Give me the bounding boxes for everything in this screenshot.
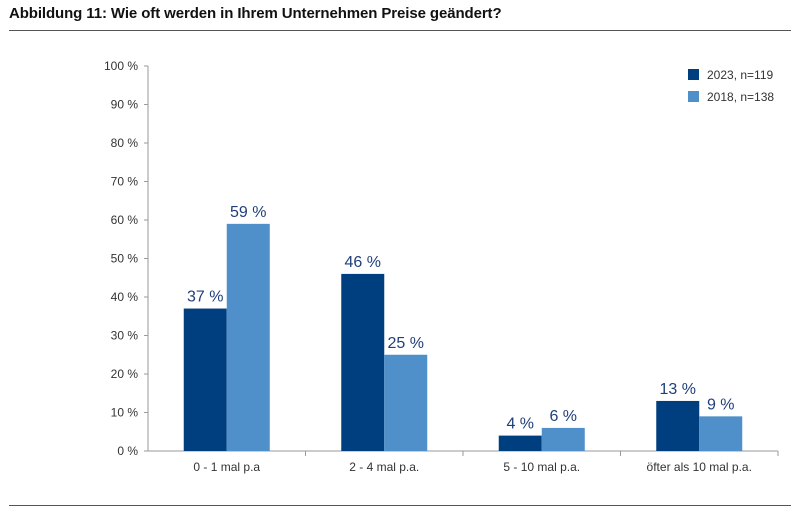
data-label: 37 %: [187, 289, 223, 306]
bottom-rule: [9, 505, 791, 506]
legend-label: 2023, n=119: [707, 68, 774, 82]
data-label: 46 %: [345, 254, 381, 271]
y-tick-label: 40 %: [111, 290, 139, 304]
bar: [384, 354, 428, 451]
bars: [183, 223, 743, 451]
legend-swatch: [688, 91, 699, 102]
data-label: 6 %: [549, 408, 577, 425]
bar: [498, 435, 542, 451]
data-label: 59 %: [230, 204, 266, 221]
category-label: öfter als 10 mal p.a.: [647, 460, 752, 474]
legend: 2023, n=119 2018, n=138: [688, 68, 774, 104]
bar: [226, 223, 270, 451]
y-tick-label: 0 %: [117, 444, 138, 458]
y-tick-label: 70 %: [111, 175, 139, 189]
bar: [656, 400, 700, 451]
y-tick-label: 20 %: [111, 367, 139, 381]
x-axis-categories: 0 - 1 mal p.a 2 - 4 mal p.a. 5 - 10 mal p.…: [193, 460, 752, 474]
data-label: 9 %: [707, 396, 735, 413]
y-tick-label: 100 %: [104, 59, 138, 73]
bar: [699, 416, 743, 451]
y-tick-label: 50 %: [111, 252, 139, 266]
category-label: 2 - 4 mal p.a.: [349, 460, 419, 474]
y-tick-label: 30 %: [111, 329, 139, 343]
legend-label: 2018, n=138: [707, 90, 774, 104]
bar: [183, 308, 227, 451]
y-tick-label: 60 %: [111, 213, 139, 227]
top-rule: [9, 30, 791, 31]
data-label: 4 %: [506, 416, 534, 433]
data-label: 13 %: [660, 381, 696, 398]
y-tick-label: 80 %: [111, 136, 139, 150]
bar: [341, 273, 385, 451]
bar: [541, 427, 585, 451]
legend-swatch: [688, 69, 699, 80]
y-tick-label: 10 %: [111, 406, 139, 420]
category-label: 5 - 10 mal p.a.: [503, 460, 580, 474]
category-label: 0 - 1 mal p.a: [193, 460, 260, 474]
data-label: 25 %: [388, 335, 424, 352]
y-tick-label: 90 %: [111, 98, 139, 112]
figure-title: Abbildung 11: Wie oft werden in Ihrem Un…: [9, 5, 502, 22]
y-axis-ticks: 0 % 10 % 20 % 30 % 40 % 50 % 60 % 70 % 80 % 90 % 1…: [104, 59, 148, 458]
data-labels: 37 % 59 % 46 % 25 % 4 % 6 % 13 % 9 %: [187, 204, 735, 433]
